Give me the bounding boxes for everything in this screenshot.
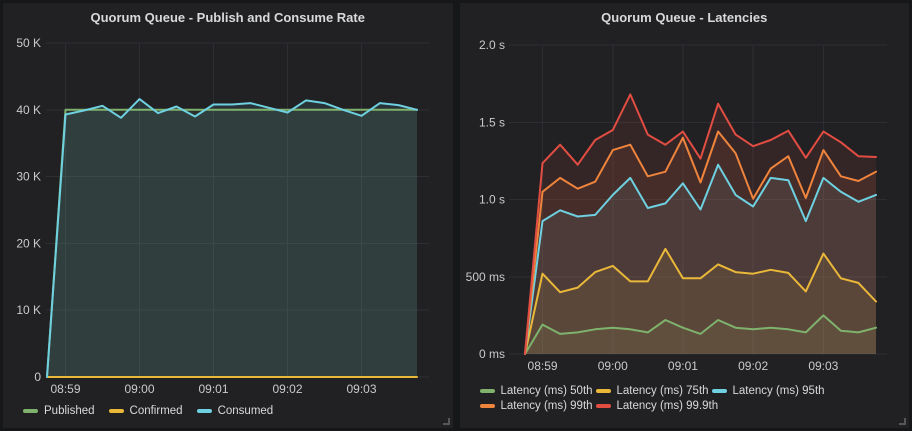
panel-resize-handle-icon[interactable] bbox=[899, 418, 906, 425]
x-axis-tick-label: 09:00 bbox=[597, 359, 627, 373]
legend: Latency (ms) 50th Latency (ms) 75th Latenc… bbox=[460, 383, 910, 412]
legend-label: Latency (ms) 95th bbox=[732, 385, 825, 397]
x-axis-tick-label: 08:59 bbox=[50, 382, 80, 396]
x-axis-tick-label: 09:03 bbox=[346, 382, 376, 396]
panel-title[interactable]: Quorum Queue - Latencies bbox=[601, 10, 768, 25]
y-axis-tick-label: 0 ms bbox=[478, 347, 504, 361]
legend-label: Latency (ms) 99.9th bbox=[616, 400, 719, 412]
x-axis-tick-label: 09:03 bbox=[808, 359, 838, 373]
legend-item-confirmed[interactable]: Confirmed bbox=[108, 405, 183, 417]
y-axis-tick-label: 50 K bbox=[16, 36, 41, 50]
series-fill-latency-ms-99-9th bbox=[524, 94, 876, 355]
legend-item-latency-ms-75th[interactable]: Latency (ms) 75th bbox=[595, 385, 709, 397]
panel-title[interactable]: Quorum Queue - Publish and Consume Rate bbox=[90, 10, 365, 25]
panel-latencies: Quorum Queue - Latencies 0 ms 500 ms 1.0 s… bbox=[459, 3, 910, 428]
publish-consume-chart[interactable]: 0 10 K 20 K 30 K 40 K 50 K 08:59 09:00 09:01 09:0… bbox=[3, 31, 452, 403]
legend-swatch-icon bbox=[108, 409, 124, 413]
x-axis-tick-label: 09:02 bbox=[272, 382, 302, 396]
panel-resize-handle-icon[interactable] bbox=[442, 418, 450, 425]
y-axis-tick-label: 0 bbox=[34, 370, 41, 384]
series-line-latency-ms-75th bbox=[523, 247, 877, 355]
latencies-chart[interactable]: 0 ms 500 ms 1.0 s 1.5 s 2.0 s 08:59 09:00 09:01… bbox=[460, 31, 910, 383]
legend-swatch-icon bbox=[479, 404, 495, 408]
legend-label: Latency (ms) 75th bbox=[616, 385, 709, 397]
x-axis-tick-label: 09:00 bbox=[124, 382, 154, 396]
series-fill-latency-ms-95th bbox=[524, 164, 876, 354]
legend-label: Published bbox=[44, 405, 95, 417]
legend-item-latency-ms-99th[interactable]: Latency (ms) 99th bbox=[479, 400, 593, 412]
legend-label: Consumed bbox=[217, 405, 274, 417]
y-axis-tick-label: 20 K bbox=[16, 236, 41, 250]
x-axis-tick-label: 09:02 bbox=[738, 359, 768, 373]
legend-label: Confirmed bbox=[129, 405, 183, 417]
y-axis-tick-label: 40 K bbox=[16, 103, 41, 117]
y-axis-tick-label: 500 ms bbox=[465, 270, 504, 284]
legend-label: Latency (ms) 50th bbox=[500, 385, 593, 397]
legend-item-latency-ms-95th[interactable]: Latency (ms) 95th bbox=[711, 385, 825, 397]
y-axis-tick-label: 30 K bbox=[16, 170, 41, 184]
legend-item-latency-ms-50th[interactable]: Latency (ms) 50th bbox=[479, 385, 593, 397]
legend-item-published[interactable]: Published bbox=[23, 405, 95, 417]
y-axis-tick-label: 1.0 s bbox=[478, 193, 504, 207]
series-fill-consumed bbox=[47, 99, 417, 377]
x-axis-tick-label: 09:01 bbox=[198, 382, 228, 396]
legend-swatch-icon bbox=[711, 389, 727, 393]
legend-swatch-icon bbox=[595, 389, 611, 393]
legend-label: Latency (ms) 99th bbox=[500, 400, 593, 412]
legend-swatch-icon bbox=[595, 404, 611, 408]
y-axis-tick-label: 10 K bbox=[16, 303, 41, 317]
series-line-consumed bbox=[46, 98, 418, 378]
legend-swatch-icon bbox=[23, 409, 38, 413]
series-line-latency-ms-50th bbox=[523, 314, 877, 355]
legend-item-consumed[interactable]: Consumed bbox=[196, 405, 274, 417]
x-axis-tick-label: 08:59 bbox=[527, 359, 557, 373]
legend: Published Confirmed Consumed bbox=[3, 403, 453, 417]
x-axis-tick-label: 09:01 bbox=[667, 359, 697, 373]
y-axis-tick-label: 1.5 s bbox=[478, 115, 504, 129]
series-line-latency-ms-99-9th bbox=[523, 93, 877, 355]
legend-item-latency-ms-99-9th[interactable]: Latency (ms) 99.9th bbox=[595, 400, 718, 412]
series-fill-published bbox=[47, 109, 417, 378]
series-fill-latency-ms-99th bbox=[524, 131, 876, 354]
legend-swatch-icon bbox=[479, 389, 495, 393]
legend-swatch-icon bbox=[196, 409, 212, 413]
y-axis-tick-label: 2.0 s bbox=[478, 38, 504, 52]
panel-publish-consume-rate: Quorum Queue - Publish and Consume Rate … bbox=[3, 3, 453, 428]
series-line-latency-ms-99th bbox=[523, 130, 877, 355]
series-line-latency-ms-95th bbox=[523, 163, 877, 355]
